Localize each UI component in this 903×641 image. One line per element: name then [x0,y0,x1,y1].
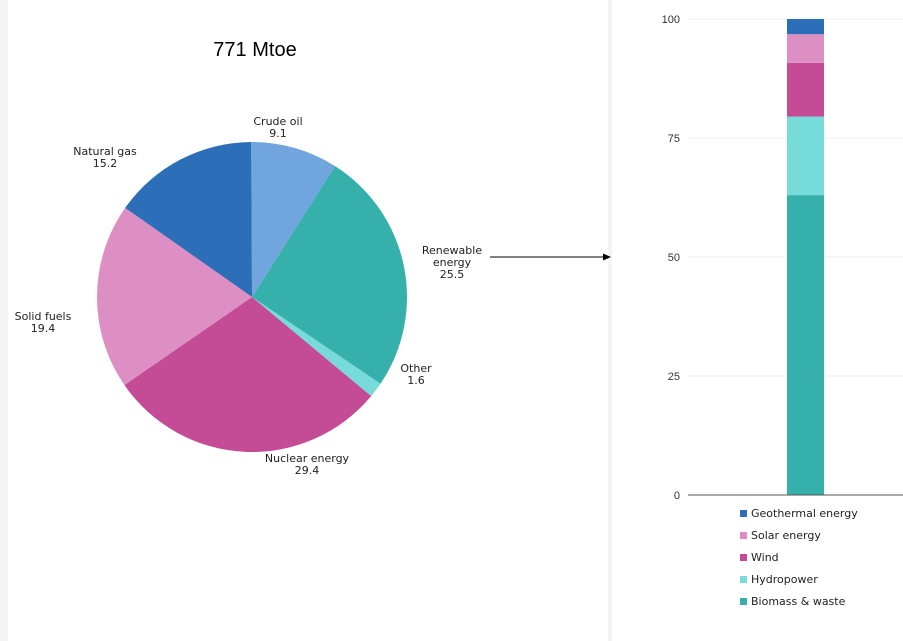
pie-label-other: Other 1.6 [400,362,432,387]
y-tick-label-25: 25 [668,371,680,383]
legend-label-hydropower: Hydropower [751,573,818,586]
legend-item-biomass-waste: Biomass & waste [740,595,846,608]
pie-label-natural-gas: Natural gas 15.2 [73,145,137,170]
pie-slice-crude-oil [251,141,336,297]
stacked-bar [787,19,824,495]
legend-label-solar-energy: Solar energy [751,529,821,542]
pie-slice-renewable-energy [252,166,407,384]
bar-segment-wind [787,62,824,117]
y-tick-label-100: 100 [662,14,680,26]
pie-title: 771 Mtoe [213,39,296,61]
legend-swatch-wind [740,554,747,561]
pie-slice-nuclear-energy [124,297,372,453]
bar-legend: Geothermal energy Solar energy Wind Hydropo… [740,507,858,608]
legend-label-wind: Wind [751,551,779,564]
legend-label-biomass-waste: Biomass & waste [751,595,846,608]
pie-slice-other [252,297,381,397]
bar-segment-geothermal-energy [787,19,824,35]
legend-swatch-biomass-waste [740,598,747,605]
pie-label-solid-fuels: Solid fuels 19.4 [15,310,72,335]
legend-swatch-solar-energy [740,532,747,539]
pie-label-nuclear-energy: Nuclear energy 29.4 [265,452,350,477]
y-tick-label-75: 75 [668,133,680,145]
legend-swatch-hydropower [740,576,747,583]
legend-label-geothermal-energy: Geothermal energy [751,507,858,520]
legend-item-wind: Wind [740,551,779,564]
legend-item-solar-energy: Solar energy [740,529,821,542]
y-tick-label-0: 0 [674,490,680,502]
pie-label-renewable-energy: Renewable energy 25.5 [422,244,482,281]
pie-labels: Crude oil 9.1 Renewable energy 25.5 Other 1.6 N… [15,115,483,477]
legend-item-geothermal-energy: Geothermal energy [740,507,858,520]
y-tick-label-50: 50 [668,252,680,264]
bar-segment-biomass-waste [787,195,824,495]
connector-arrow [490,253,611,261]
pie-slice-natural-gas [125,142,252,297]
pie-chart [97,141,407,453]
bar-segment-solar-energy [787,34,824,63]
legend-item-hydropower: Hydropower [740,573,818,586]
bar-segment-hydropower [787,116,824,196]
pie-label-crude-oil: Crude oil 9.1 [253,115,302,140]
bar-y-ticks: 0 25 50 75 100 [662,14,680,502]
bar-panel [612,0,903,641]
pie-slice-solid-fuels [97,207,252,386]
legend-swatch-geothermal-energy [740,510,747,517]
